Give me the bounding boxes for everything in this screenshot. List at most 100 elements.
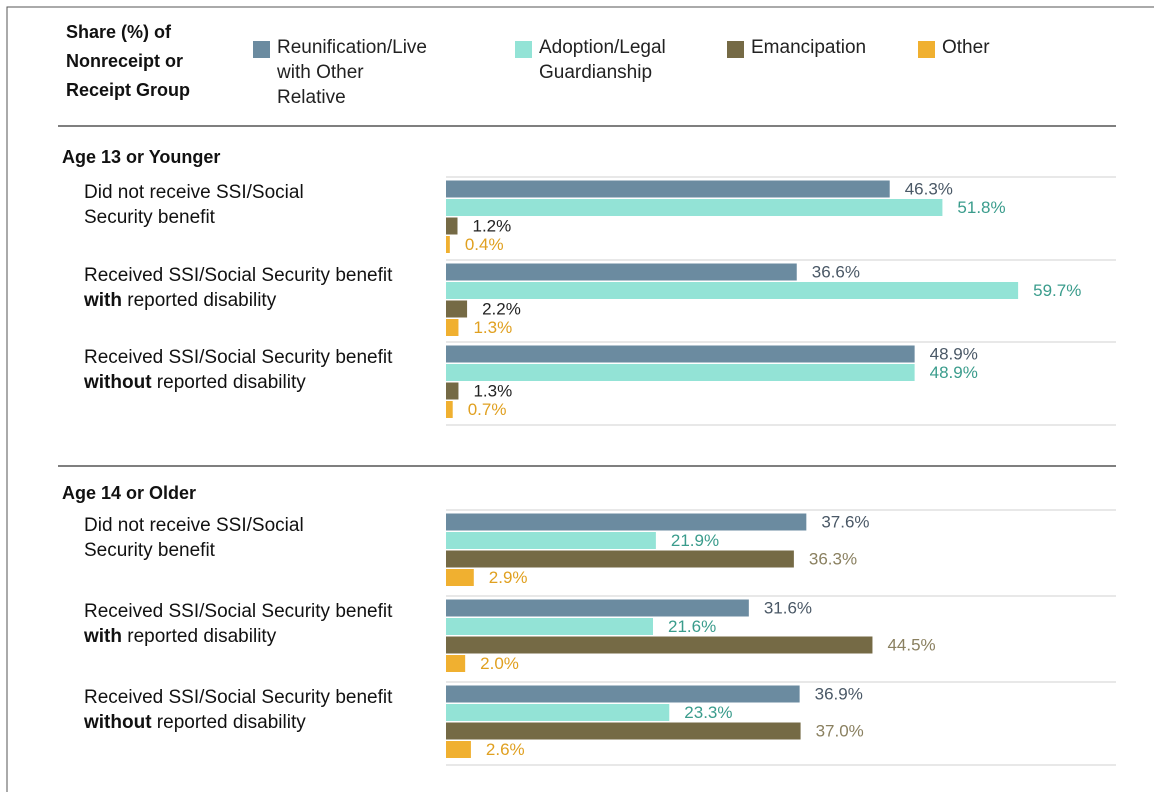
value-label: 31.6% xyxy=(764,598,812,617)
category-span: without xyxy=(84,712,152,733)
category-line: Received SSI/Social Security benefit xyxy=(84,345,392,370)
bar xyxy=(446,282,1019,299)
bar xyxy=(446,217,458,235)
value-label: 59.7% xyxy=(1033,281,1081,300)
category-label: Received SSI/Social Security benefit with… xyxy=(84,685,392,735)
bar xyxy=(446,636,873,654)
legend-label: Adoption/Legal Guardianship xyxy=(539,37,666,83)
bar xyxy=(446,741,471,758)
value-label: 36.3% xyxy=(809,549,857,568)
category-span: with xyxy=(84,626,122,647)
bar xyxy=(446,345,915,363)
bar xyxy=(446,263,797,281)
category-span: Did not receive SSI/Social xyxy=(84,515,304,536)
value-label: 51.8% xyxy=(957,198,1005,217)
bar xyxy=(446,513,807,531)
legend-label: Adoption/Legal Guardianship xyxy=(539,35,666,85)
bar xyxy=(446,300,468,318)
value-label: 1.2% xyxy=(473,216,512,235)
value-label: 48.9% xyxy=(930,363,978,382)
category-label: Did not receive SSI/Social Security benef… xyxy=(84,513,304,563)
bar xyxy=(446,319,459,336)
value-label: 1.3% xyxy=(473,318,512,337)
value-label: 37.0% xyxy=(816,721,864,740)
category-line: with reported disability xyxy=(84,624,392,649)
bar xyxy=(446,236,450,253)
category-line: Did not receive SSI/Social xyxy=(84,180,304,205)
value-label: 1.3% xyxy=(473,381,512,400)
bar xyxy=(446,382,459,400)
category-span: Received SSI/Social Security benefit xyxy=(84,687,393,708)
legend-swatch xyxy=(727,41,744,58)
category-span: reported disability xyxy=(122,290,277,311)
category-span: with xyxy=(84,290,122,311)
bar xyxy=(446,199,943,216)
frame xyxy=(6,6,1154,792)
legend-label: Other xyxy=(942,35,990,60)
category-line: Security benefit xyxy=(84,205,304,230)
bar xyxy=(446,704,670,721)
legend-swatch xyxy=(918,41,935,58)
value-label: 48.9% xyxy=(930,344,978,363)
bar xyxy=(446,532,656,549)
value-label: 44.5% xyxy=(887,635,935,654)
category-span: Security benefit xyxy=(84,540,215,561)
category-span: Did not receive SSI/Social xyxy=(84,182,304,203)
value-label: 21.6% xyxy=(668,617,716,636)
category-span: reported disability xyxy=(122,626,277,647)
value-label: 2.2% xyxy=(482,299,521,318)
category-label: Received SSI/Social Security benefit with… xyxy=(84,263,392,313)
category-span: Received SSI/Social Security benefit xyxy=(84,265,393,286)
category-line: Received SSI/Social Security benefit xyxy=(84,685,392,710)
value-label: 46.3% xyxy=(905,179,953,198)
category-span: Received SSI/Social Security benefit xyxy=(84,601,393,622)
legend-label: Emancipation xyxy=(751,37,867,58)
category-label: Received SSI/Social Security benefit with… xyxy=(84,345,392,395)
category-line: Security benefit xyxy=(84,538,304,563)
category-span: reported disability xyxy=(151,372,306,393)
category-label: Did not receive SSI/Social Security benef… xyxy=(84,180,304,230)
bar xyxy=(446,550,794,568)
panel-title: Age 13 or Younger xyxy=(62,147,221,167)
value-label: 0.7% xyxy=(468,400,507,419)
bar xyxy=(446,401,453,418)
category-line: without reported disability xyxy=(84,370,392,395)
legend-label: Other xyxy=(942,37,990,58)
value-label: 36.9% xyxy=(815,684,863,703)
bar xyxy=(446,180,890,198)
category-line: Received SSI/Social Security benefit xyxy=(84,599,392,624)
bar xyxy=(446,569,474,586)
category-span: reported disability xyxy=(151,712,306,733)
legend-label: Emancipation xyxy=(751,35,866,60)
category-label: Received SSI/Social Security benefit with… xyxy=(84,599,392,649)
legend-swatch xyxy=(253,41,270,58)
value-label: 21.9% xyxy=(671,531,719,550)
category-span: Received SSI/Social Security benefit xyxy=(84,347,393,368)
value-label: 2.9% xyxy=(489,568,528,587)
legend-label: Reunification/Live with Other Relative xyxy=(277,37,427,108)
bar xyxy=(446,599,749,617)
legend-swatch xyxy=(515,41,532,58)
category-line: Did not receive SSI/Social xyxy=(84,513,304,538)
value-label: 0.4% xyxy=(465,235,504,254)
legend-label: Reunification/Live with Other Relative xyxy=(277,35,427,110)
category-span: without xyxy=(84,372,152,393)
category-line: without reported disability xyxy=(84,710,392,735)
value-label: 2.0% xyxy=(480,654,519,673)
bar xyxy=(446,655,466,672)
bar xyxy=(446,618,653,635)
category-line: Received SSI/Social Security benefit xyxy=(84,263,392,288)
bar xyxy=(446,685,800,703)
category-line: with reported disability xyxy=(84,288,392,313)
bar xyxy=(446,364,915,381)
value-label: 37.6% xyxy=(821,512,869,531)
value-label: 2.6% xyxy=(486,740,525,759)
panel-title: Age 14 or Older xyxy=(62,483,197,503)
legend-title: Share (%) of Nonreceipt or Receipt Group xyxy=(66,22,191,100)
category-span: Security benefit xyxy=(84,207,215,228)
value-label: 23.3% xyxy=(684,703,732,722)
bar xyxy=(446,722,801,740)
value-label: 36.6% xyxy=(812,262,860,281)
